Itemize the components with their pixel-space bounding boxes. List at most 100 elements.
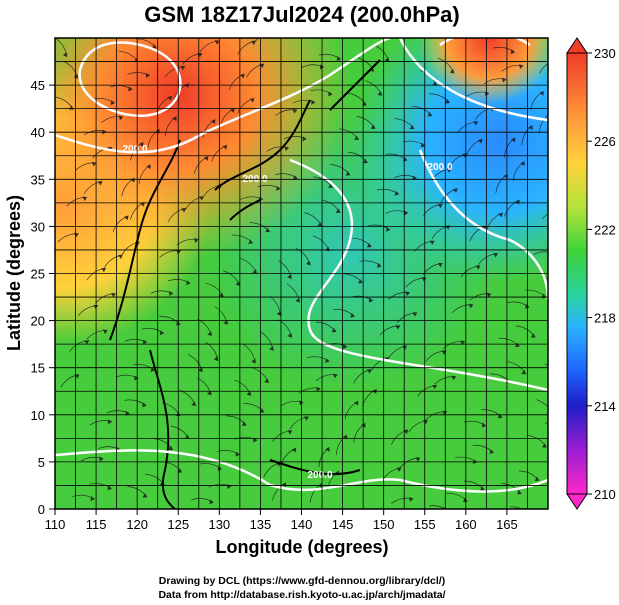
streamline-arrow	[99, 456, 104, 462]
streamline-arrow	[325, 358, 330, 364]
y-tick-label: 35	[31, 172, 45, 187]
y-tick-label: 0	[38, 502, 45, 517]
streamline-arrow	[350, 313, 355, 318]
streamline-arrow	[377, 263, 382, 268]
streamline-arrow	[438, 263, 443, 268]
streamline	[536, 399, 548, 408]
streamline-arrow	[98, 181, 103, 186]
streamline-arrow	[526, 512, 530, 516]
streamline-arrow	[445, 99, 450, 104]
streamline-arrow	[501, 77, 507, 83]
streamline-arrow	[240, 73, 245, 79]
streamline-arrow	[304, 416, 309, 421]
streamline-arrow	[486, 292, 492, 298]
streamline-arrow	[306, 260, 311, 266]
streamline-arrow	[191, 401, 196, 407]
streamline-arrow	[172, 116, 177, 121]
streamline-arrow	[186, 280, 191, 286]
streamline-arrow	[291, 447, 297, 453]
streamline-arrow	[555, 377, 559, 381]
streamline-arrow	[559, 431, 563, 435]
streamline-arrow	[270, 30, 274, 34]
streamline-arrow	[510, 49, 516, 54]
y-tick-label: 15	[31, 361, 45, 376]
streamline-arrow	[194, 238, 199, 243]
streamline-arrow	[82, 196, 88, 201]
x-axis-label: Longitude (degrees)	[215, 537, 388, 557]
streamline-arrow	[142, 402, 147, 408]
y-tick-label: 5	[38, 455, 45, 470]
streamline-arrow	[335, 208, 341, 213]
streamline-arrow	[198, 367, 203, 373]
streamline-arrow	[169, 291, 174, 296]
colorbar-tick-label: 226	[594, 134, 616, 149]
streamline-arrow	[408, 497, 414, 502]
streamline-arrow	[167, 95, 172, 101]
streamline-arrow	[180, 65, 186, 71]
streamline-arrow	[395, 325, 401, 330]
streamline	[541, 213, 548, 220]
streamline-arrow	[473, 121, 479, 126]
streamline-arrow	[124, 215, 129, 220]
colorbar-tick-label: 222	[594, 222, 616, 237]
streamline-arrow	[460, 340, 466, 345]
y-tick-label: 20	[31, 314, 45, 329]
streamline	[538, 63, 548, 74]
streamline-arrow	[328, 91, 333, 97]
streamline-arrow	[84, 340, 90, 345]
streamline-arrow	[264, 378, 269, 384]
colorbar-tick-label: 218	[594, 311, 616, 326]
streamline-arrow	[403, 429, 409, 434]
streamline-arrow	[446, 168, 452, 173]
streamline-arrow	[333, 373, 338, 379]
streamline-arrow	[489, 449, 495, 454]
streamline-arrow	[311, 100, 316, 105]
streamline-arrow	[480, 486, 485, 491]
streamline-arrow	[107, 419, 113, 425]
grid	[54, 37, 549, 510]
streamline-arrow	[475, 265, 481, 270]
streamline-arrow	[451, 375, 457, 381]
streamline	[538, 114, 548, 133]
streamline-arrow	[403, 210, 409, 216]
streamline-arrow	[214, 356, 219, 362]
streamline-arrow	[370, 124, 376, 129]
credit-drawing: Drawing by DCL (https://www.gfd-dennou.o…	[159, 575, 445, 587]
streamline-arrow	[168, 445, 174, 450]
streamline-arrow	[430, 240, 435, 245]
streamline-arrow	[251, 359, 256, 364]
y-tick-label: 10	[31, 408, 45, 423]
streamline-arrow	[366, 369, 372, 374]
streamline-arrow	[287, 274, 292, 280]
y-tick-label: 45	[31, 78, 45, 93]
streamline-arrow	[142, 493, 148, 498]
x-tick-label: 145	[332, 517, 354, 532]
streamline-arrow	[534, 476, 540, 482]
streamline-arrow	[438, 203, 443, 208]
streamline-arrow	[432, 384, 438, 390]
x-tick-label: 110	[45, 517, 66, 532]
streamline-arrow	[558, 209, 562, 213]
streamline-arrow	[110, 100, 116, 105]
streamline-arrow	[542, 443, 547, 448]
streamline-arrow	[145, 73, 151, 78]
streamline-arrow	[368, 297, 374, 303]
streamline-arrow	[468, 303, 474, 309]
streamline-arrow	[498, 212, 503, 217]
streamline-arrow	[453, 188, 458, 193]
streamline-arrow	[204, 156, 209, 161]
y-tick-label: 40	[31, 125, 45, 140]
y-tick-label: 25	[31, 267, 45, 282]
streamline-arrow	[449, 69, 455, 74]
streamline-arrow	[377, 91, 383, 96]
streamline-arrow	[405, 291, 411, 296]
streamline-arrow	[394, 191, 400, 196]
streamline-arrow	[181, 207, 186, 213]
streamline-arrow	[134, 375, 139, 381]
streamline-arrow	[520, 161, 525, 166]
colorbar-top-arrow	[566, 37, 588, 54]
streamline-arrow	[415, 457, 421, 462]
streamline-arrow	[103, 329, 108, 334]
streamline-arrow	[287, 333, 292, 338]
streamline-arrow	[427, 112, 433, 117]
